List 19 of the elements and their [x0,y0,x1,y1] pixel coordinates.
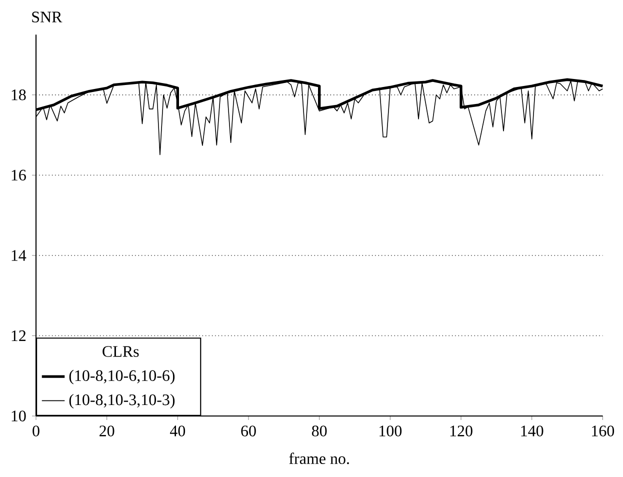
y-tick-label: 12 [12,330,26,342]
y-axis-title: SNR [32,12,62,22]
x-tick-label: 140 [521,426,544,436]
x-tick-label: 60 [241,426,256,436]
x-axis-title: frame no. [289,452,349,464]
legend-title: CLRs [102,346,139,357]
y-tick-label: 18 [12,89,26,100]
y-tick-label: 10 [12,410,26,422]
y-tick-label: 16 [12,170,26,181]
x-tick-label: 20 [100,426,114,436]
x-tick-label: 0 [32,426,40,436]
x-tick-label: 100 [380,426,402,436]
x-tick-label: 160 [592,426,614,436]
x-tick-label: 40 [170,426,186,436]
x-tick-label: 120 [450,426,472,436]
x-tick-label: 80 [312,426,327,436]
y-tick-label: 14 [12,250,26,261]
legend-label: (10-8,10-3,10-3) [69,394,175,408]
legend-label: (10-8,10-6,10-6) [69,370,175,384]
